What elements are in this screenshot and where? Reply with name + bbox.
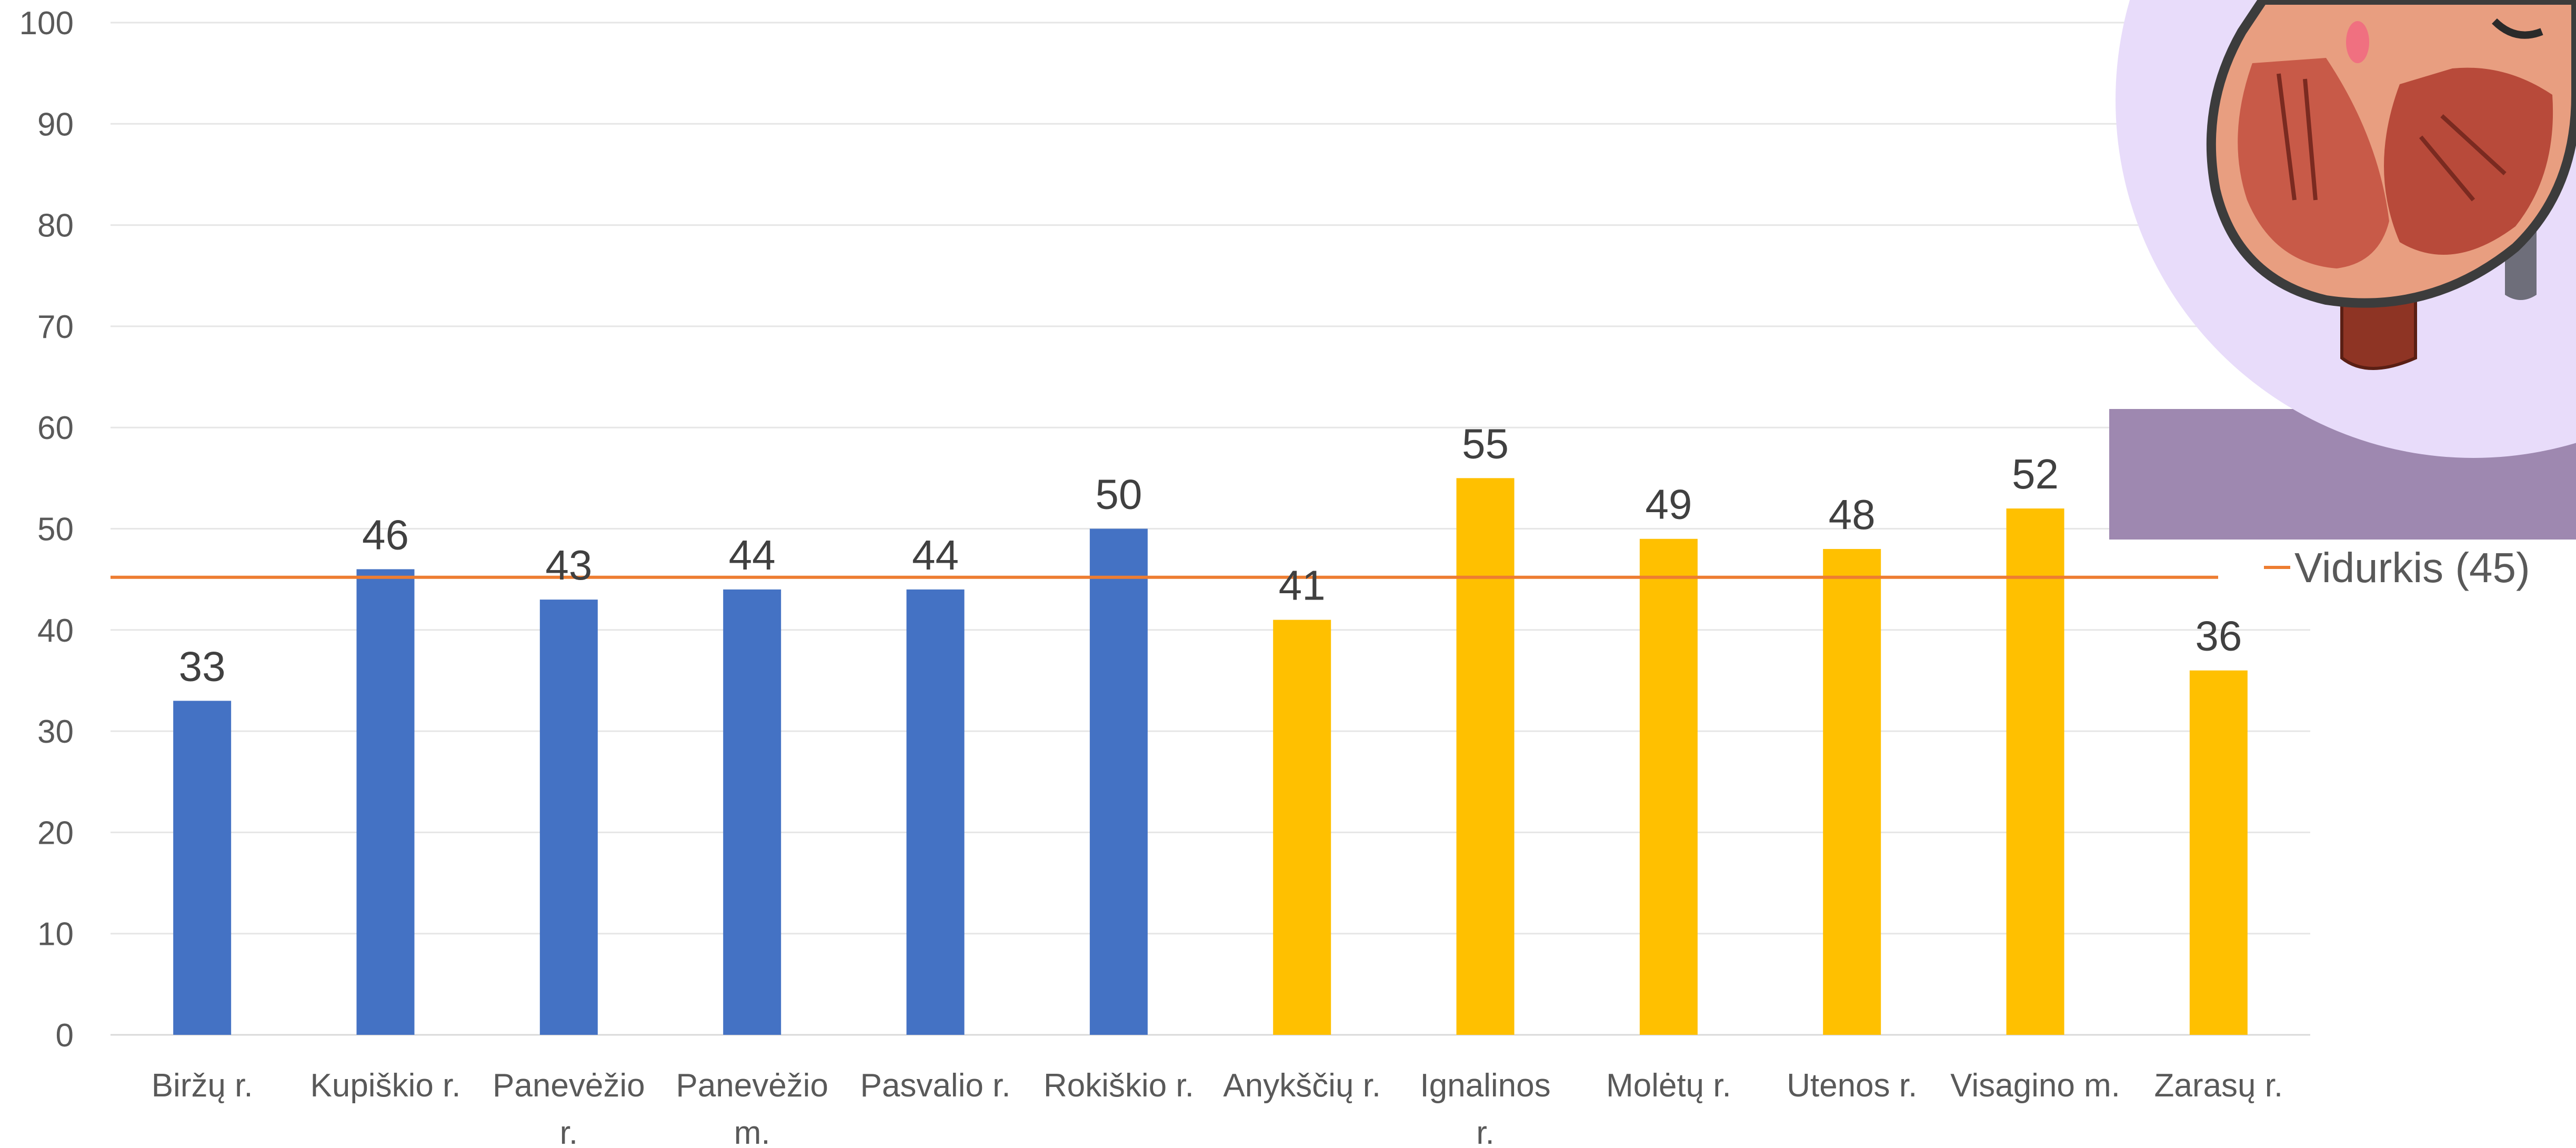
- bar: [2006, 508, 2064, 1035]
- x-tick-label: Visagino m.: [1950, 1067, 2120, 1104]
- data-label: 46: [362, 511, 409, 558]
- y-tick-label: 100: [19, 5, 74, 42]
- x-tick-label: Rokiškio r.: [1044, 1067, 1194, 1104]
- x-tick-label: Ignalinos r.: [1420, 1067, 1550, 1148]
- y-tick-label: 0: [56, 1017, 74, 1054]
- y-tick-label: 70: [37, 309, 74, 345]
- bar: [1456, 478, 1515, 1035]
- bar: [1639, 538, 1698, 1035]
- y-axis: 0 10 20 30 40 50 60 70 80 90 100: [19, 5, 74, 1054]
- bar: [173, 701, 232, 1035]
- y-tick-label: 60: [37, 410, 74, 446]
- data-label: 50: [1095, 471, 1142, 518]
- data-label: 36: [2195, 613, 2242, 660]
- x-tick-label: Zarasų r.: [2154, 1067, 2283, 1104]
- data-label: 48: [1829, 491, 1876, 538]
- y-tick-label: 90: [37, 106, 74, 143]
- bar: [2189, 670, 2248, 1035]
- legend: Vidurkis (45): [2264, 544, 2530, 591]
- y-tick-label: 50: [37, 512, 74, 548]
- y-tick-label: 40: [37, 613, 74, 649]
- data-label: 44: [912, 532, 959, 578]
- data-label: 49: [1645, 481, 1692, 528]
- bar: [539, 600, 598, 1035]
- x-axis: Biržų r. Kupiškio r. Panevėžio r. Panevėžio m…: [152, 1067, 2283, 1148]
- bar: [1823, 548, 1881, 1035]
- y-tick-label: 10: [37, 916, 74, 953]
- y-tick-label: 20: [37, 815, 74, 851]
- data-labels: 33 46 43 44 44 50 41 55 49 48 52 36: [179, 420, 2242, 690]
- x-tick-label: Biržų r.: [152, 1067, 253, 1104]
- bar: [906, 589, 965, 1035]
- data-label: 44: [729, 532, 776, 578]
- data-label: 41: [1279, 562, 1326, 609]
- x-tick-label: Panevėžio m.: [676, 1067, 828, 1148]
- x-tick-label: Molėtų r.: [1606, 1067, 1731, 1104]
- bar: [1089, 528, 1148, 1035]
- data-label: 43: [545, 542, 592, 588]
- heart-illustration-icon: [2109, 0, 2576, 540]
- bar: [356, 569, 415, 1035]
- legend-label: Vidurkis (45): [2294, 544, 2530, 591]
- y-tick-label: 80: [37, 208, 74, 244]
- x-tick-label: Anykščių r.: [1223, 1067, 1381, 1104]
- bar: [723, 589, 781, 1035]
- bar: [1273, 620, 1331, 1035]
- data-label: 55: [1462, 420, 1509, 467]
- x-tick-label: Kupiškio r.: [310, 1067, 460, 1104]
- gridlines: [111, 22, 2310, 1036]
- data-label: 52: [2012, 451, 2059, 497]
- x-tick-label: Pasvalio r.: [860, 1067, 1010, 1104]
- data-label: 33: [179, 643, 226, 690]
- bars: [173, 478, 2248, 1035]
- x-tick-label: Panevėžio r.: [493, 1067, 645, 1148]
- x-tick-label: Utenos r.: [1787, 1067, 1917, 1104]
- y-tick-label: 30: [37, 714, 74, 750]
